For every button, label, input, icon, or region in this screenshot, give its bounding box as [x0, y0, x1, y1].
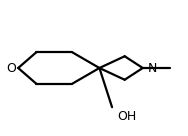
Text: N: N	[148, 61, 158, 75]
Text: O: O	[6, 61, 16, 75]
Text: OH: OH	[118, 110, 137, 123]
